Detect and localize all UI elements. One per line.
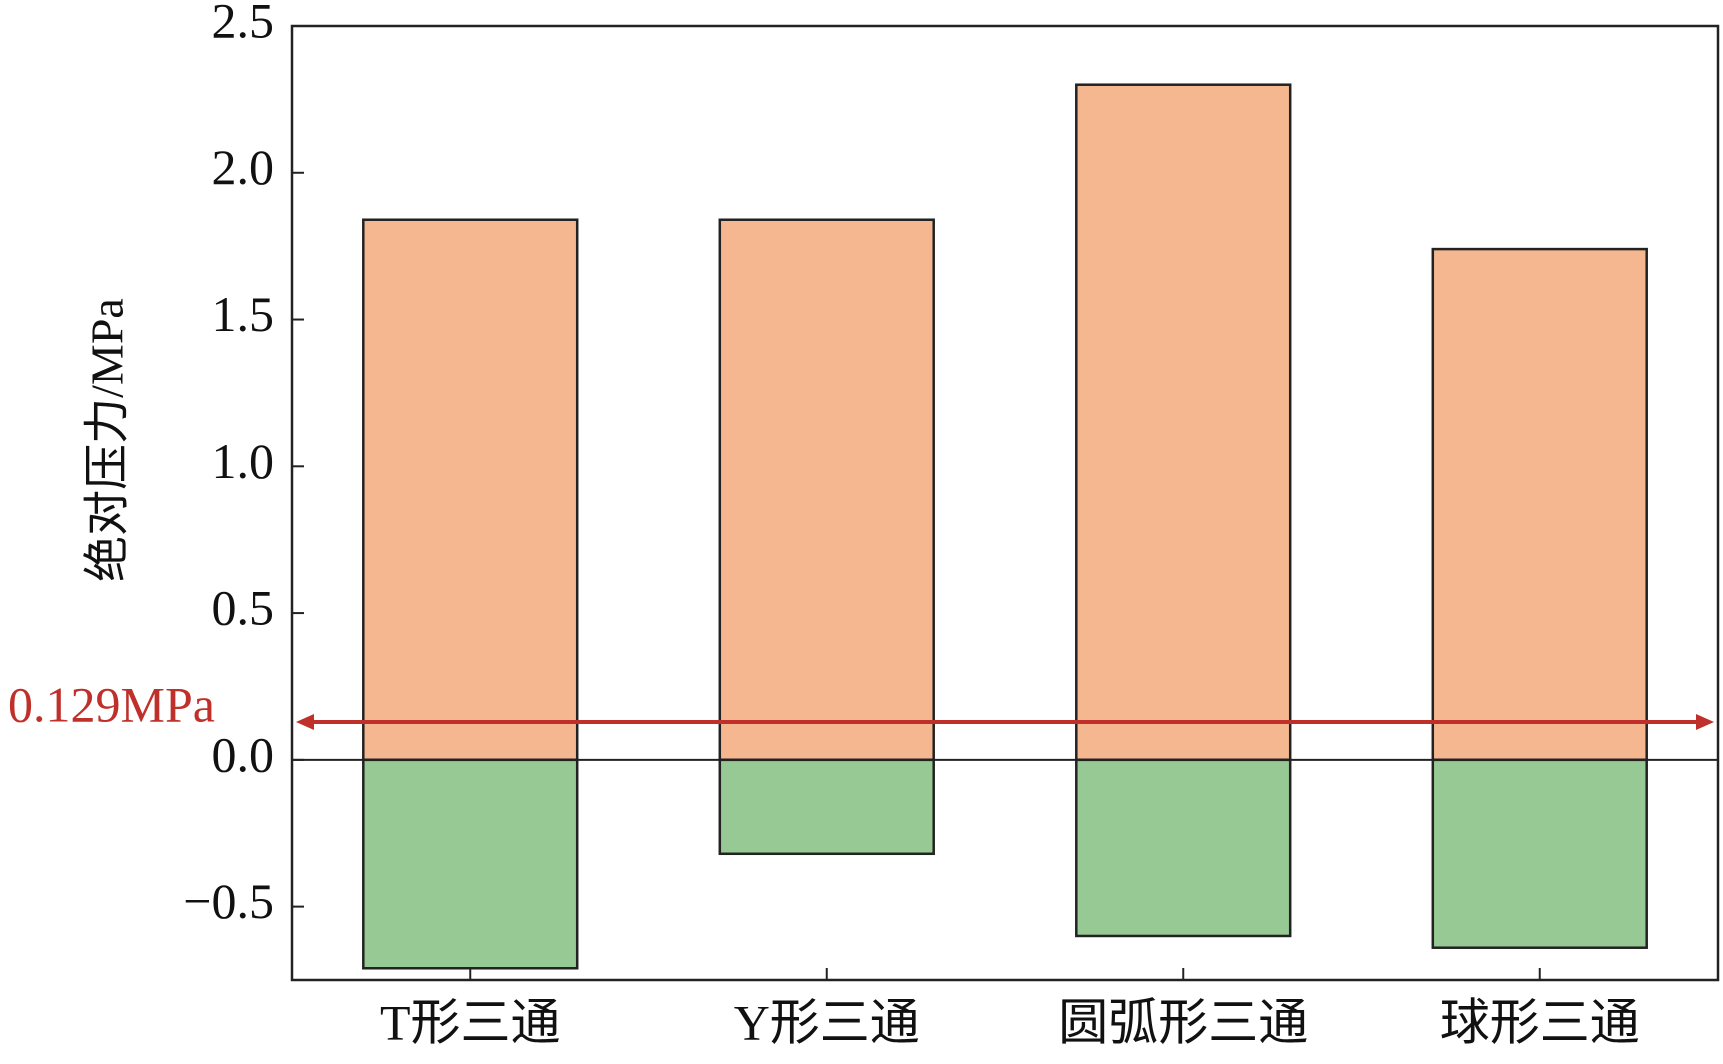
bar (1075, 83, 1292, 762)
reference-arrow (296, 713, 314, 730)
x-tick-label: T形三通 (380, 994, 561, 1050)
y-tick-label: 2.5 (212, 0, 275, 48)
bar (1431, 247, 1648, 762)
bar (362, 218, 579, 762)
plot-frame (290, 24, 1720, 982)
bar (1075, 758, 1292, 938)
y-tick-label: 0.0 (212, 726, 275, 782)
bar (718, 758, 935, 856)
x-tick-label: 圆弧形三通 (1058, 994, 1308, 1050)
y-tick-label: 2.0 (212, 139, 275, 195)
y-tick-label: 1.0 (212, 433, 275, 489)
y-tick-label: 1.5 (212, 286, 275, 342)
bar (1431, 758, 1648, 949)
x-tick-label: 球形三通 (1440, 994, 1640, 1050)
bar (362, 758, 579, 970)
reference-label: 0.129MPa (8, 676, 215, 732)
bar (718, 218, 935, 762)
y-tick-label: −0.5 (183, 873, 274, 929)
y-axis-label: 绝对压力/MPa (82, 298, 133, 582)
x-tick-label: Y形三通 (734, 994, 920, 1050)
y-tick-label: 0.5 (212, 580, 275, 636)
reference-arrow (1696, 713, 1714, 730)
